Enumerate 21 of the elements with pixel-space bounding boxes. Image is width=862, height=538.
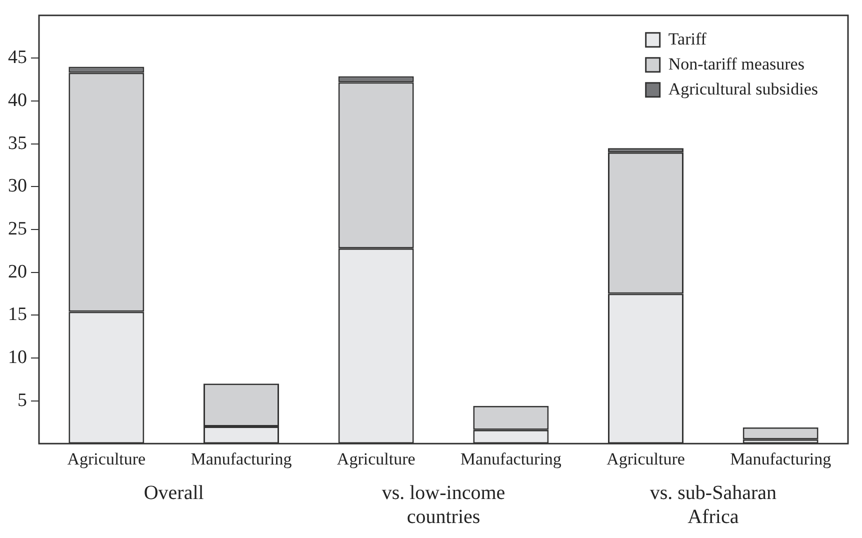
x-tick-label: Agriculture — [336, 449, 416, 468]
legend-label: Agricultural subsidies — [668, 79, 818, 98]
x-tick-label: Manufacturing — [730, 449, 832, 468]
y-tick-label: 5 — [18, 390, 27, 411]
legend-label: Tariff — [668, 29, 707, 48]
x-tick-label: Agriculture — [606, 449, 685, 468]
x-tick-label: Manufacturing — [190, 449, 292, 468]
text: Overall — [144, 482, 204, 504]
y-tick-label: 25 — [8, 218, 27, 240]
y-tick-label: 10 — [8, 346, 27, 368]
text: vs. low-income countries — [382, 482, 506, 528]
y-tick-label: 30 — [8, 176, 27, 197]
y-tick-label: 40 — [8, 90, 27, 112]
legend-label: Non-tariff measures — [668, 54, 804, 74]
y-tick-label: 20 — [8, 261, 27, 282]
x-tick-label: Agriculture — [67, 449, 146, 468]
y-tick-label: 15 — [8, 304, 27, 326]
text: vs. sub-Saharan Africa — [650, 482, 776, 528]
x-tick-label: Manufacturing — [460, 449, 562, 468]
y-tick-label: 35 — [8, 132, 27, 154]
y-tick-label: 45 — [8, 47, 27, 68]
